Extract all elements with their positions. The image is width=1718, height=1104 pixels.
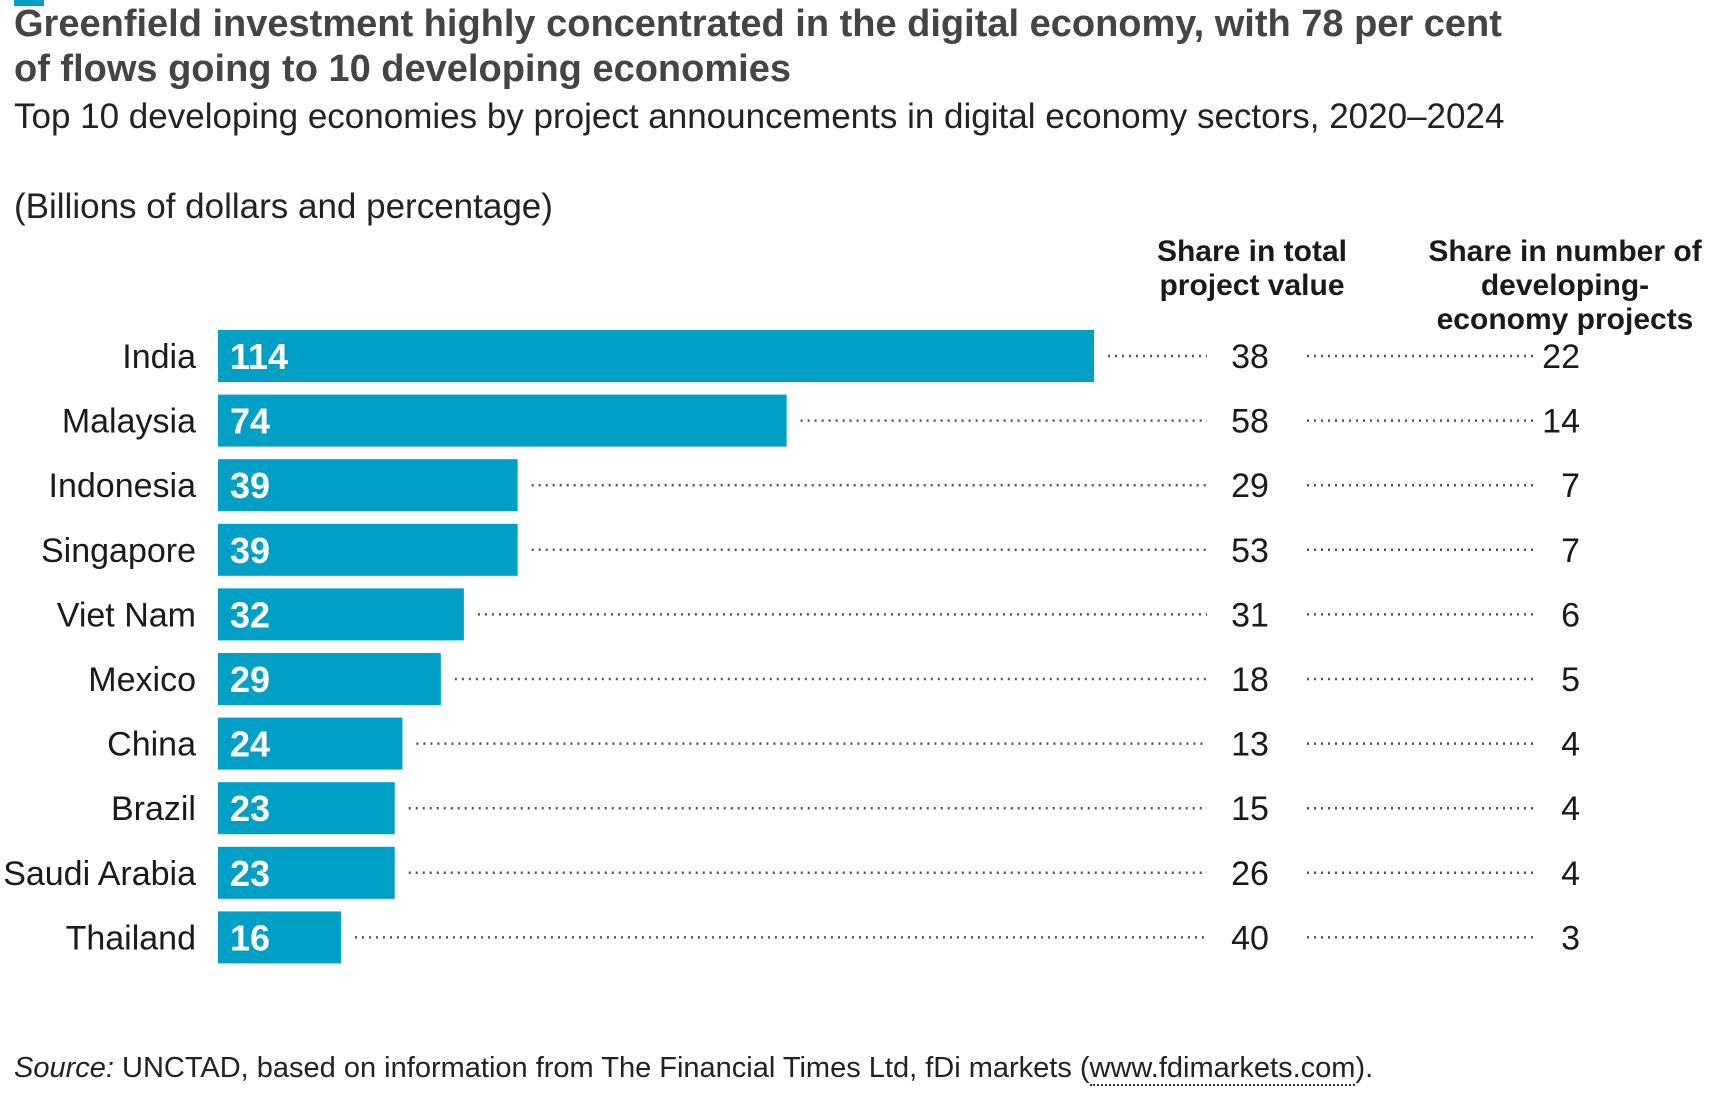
category-label-brazil: Brazil	[111, 790, 196, 828]
share-value-india: 38	[1231, 338, 1269, 376]
bar-mexico	[218, 653, 441, 705]
bar-value-malaysia: 74	[230, 401, 270, 442]
share-projects-singapore: 7	[1561, 532, 1580, 570]
bar-saudi-arabia	[218, 846, 395, 899]
bar-singapore	[218, 523, 518, 576]
share-value-thailand: 40	[1231, 919, 1269, 957]
bar-value-mexico: 29	[230, 659, 270, 700]
share-value-china: 13	[1231, 726, 1269, 764]
bar-viet-nam	[218, 588, 464, 641]
share-projects-malaysia: 14	[1542, 403, 1580, 441]
bar-value-india: 114	[230, 336, 288, 377]
share-projects-china: 4	[1561, 726, 1580, 764]
share-projects-india: 22	[1542, 338, 1580, 376]
source-text: UNCTAD, based on information from The Fi…	[113, 1052, 1090, 1084]
share-value-indonesia: 29	[1231, 467, 1269, 505]
source-note: Source: UNCTAD, based on information fro…	[14, 1052, 1374, 1086]
chart-units: (Billions of dollars and percentage)	[14, 187, 553, 226]
bar-thailand	[218, 911, 341, 964]
category-label-viet-nam: Viet Nam	[57, 596, 196, 634]
bar-india	[218, 330, 1094, 382]
bar-value-brazil: 23	[230, 788, 270, 829]
category-label-china: China	[107, 726, 196, 764]
bar-value-saudi-arabia: 23	[230, 853, 270, 894]
chart-title: Greenfield investment highly concentrate…	[14, 3, 1502, 90]
bar-value-china: 24	[230, 724, 270, 765]
bar-malaysia	[218, 394, 787, 447]
bar-indonesia	[218, 459, 518, 512]
share-projects-thailand: 3	[1561, 919, 1580, 957]
share-value-mexico: 18	[1231, 661, 1269, 699]
share-projects-saudi-arabia: 4	[1561, 855, 1580, 893]
share-value-saudi-arabia: 26	[1231, 855, 1269, 893]
category-label-singapore: Singapore	[41, 532, 196, 570]
bar-value-singapore: 39	[230, 530, 270, 571]
share-value-malaysia: 58	[1231, 403, 1269, 441]
chart-subtitle: Top 10 developing economies by project a…	[14, 97, 1505, 136]
bar-value-indonesia: 39	[230, 465, 270, 506]
column-header-share-value: Share in total project value	[1156, 235, 1348, 302]
bar-brazil	[218, 782, 395, 835]
share-projects-indonesia: 7	[1561, 467, 1580, 505]
category-label-mexico: Mexico	[88, 661, 196, 699]
share-value-singapore: 53	[1231, 532, 1269, 570]
source-link[interactable]: www.fdimarkets.com	[1089, 1052, 1356, 1086]
category-label-saudi-arabia: Saudi Arabia	[3, 855, 196, 893]
source-end: ).	[1355, 1052, 1374, 1084]
share-projects-mexico: 5	[1561, 661, 1580, 699]
bar-value-viet-nam: 32	[230, 594, 270, 635]
share-projects-brazil: 4	[1561, 790, 1580, 828]
category-label-malaysia: Malaysia	[62, 403, 196, 441]
bar-value-thailand: 16	[230, 917, 270, 958]
source-label: Source:	[14, 1052, 114, 1084]
category-label-indonesia: Indonesia	[49, 467, 197, 505]
bar-china	[218, 717, 403, 770]
column-header-share-projects: Share in number of developing-economy pr…	[1428, 235, 1702, 336]
category-label-thailand: Thailand	[66, 919, 196, 957]
category-label-india: India	[122, 338, 196, 376]
share-value-brazil: 15	[1231, 790, 1269, 828]
share-value-viet-nam: 31	[1231, 596, 1269, 634]
share-projects-viet-nam: 6	[1561, 596, 1580, 634]
accent-tab	[14, 0, 44, 6]
